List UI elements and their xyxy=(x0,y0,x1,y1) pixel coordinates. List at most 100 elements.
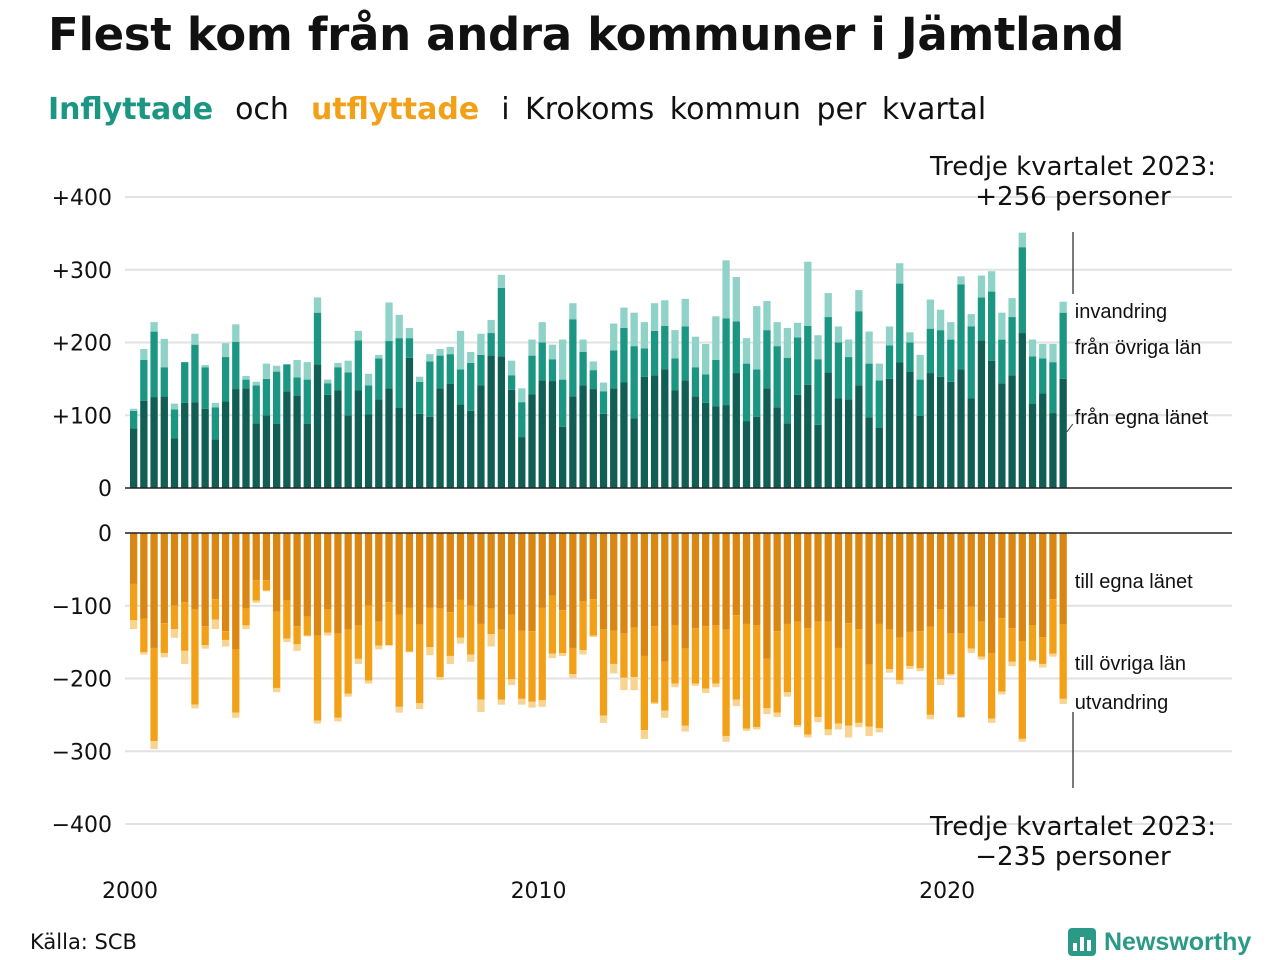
bar-in-0 xyxy=(426,416,434,488)
bar-out-2 xyxy=(354,658,363,664)
bar-out-2 xyxy=(344,693,352,697)
bar-in-2 xyxy=(804,261,812,326)
series-label-utvandring: utvandring xyxy=(1075,692,1168,714)
bar-out-0 xyxy=(487,533,495,609)
subtitle-inflyttade: Inflyttade xyxy=(48,92,214,127)
bar-in-2 xyxy=(477,333,485,355)
bar-out-0 xyxy=(671,533,679,626)
bar-out-0 xyxy=(640,533,649,656)
y-tick-label: +300 xyxy=(52,259,112,284)
bar-in-2 xyxy=(896,263,904,284)
bar-out-2 xyxy=(855,722,863,728)
bar-in-1 xyxy=(405,338,414,358)
bar-out-2 xyxy=(130,620,138,630)
bar-in-0 xyxy=(242,388,250,488)
bar-in-0 xyxy=(732,373,740,488)
bar-out-0 xyxy=(804,533,812,629)
bar-out-0 xyxy=(446,533,454,613)
bar-out-2 xyxy=(426,647,434,656)
y-tick-label: −300 xyxy=(52,740,112,765)
bar-out-2 xyxy=(1049,653,1057,657)
bar-in-1 xyxy=(385,341,393,389)
bar-in-0 xyxy=(998,383,1006,488)
bar-in-1 xyxy=(416,381,424,414)
bar-in-2 xyxy=(947,322,955,340)
bar-in-0 xyxy=(273,423,281,488)
bar-out-1 xyxy=(885,629,894,670)
bar-in-2 xyxy=(1028,339,1037,357)
bar-in-0 xyxy=(150,397,158,488)
bar-in-0 xyxy=(436,388,444,488)
bar-out-1 xyxy=(650,626,659,703)
bar-out-2 xyxy=(916,668,924,672)
bar-in-0 xyxy=(1018,333,1026,488)
bar-out-0 xyxy=(569,533,577,648)
bar-in-2 xyxy=(242,375,250,380)
bar-in-0 xyxy=(344,415,352,488)
bar-out-1 xyxy=(753,625,761,728)
bar-out-0 xyxy=(1039,533,1047,638)
bar-in-1 xyxy=(559,379,567,427)
bar-out-0 xyxy=(681,533,689,649)
bar-in-0 xyxy=(650,375,659,488)
bar-out-0 xyxy=(548,533,557,596)
bar-in-1 xyxy=(793,337,802,395)
bar-in-2 xyxy=(375,354,383,359)
bar-in-1 xyxy=(610,350,618,389)
bar-out-0 xyxy=(783,533,792,624)
bar-out-1 xyxy=(416,624,424,704)
bar-in-2 xyxy=(221,343,230,358)
bar-in-2 xyxy=(1018,232,1026,248)
bar-in-1 xyxy=(620,327,628,383)
bar-in-1 xyxy=(191,344,199,403)
bar-out-1 xyxy=(712,625,720,684)
bar-out-1 xyxy=(293,626,301,645)
bar-out-0 xyxy=(885,533,894,630)
bar-in-0 xyxy=(640,376,649,488)
bar-out-0 xyxy=(599,533,608,630)
bar-out-2 xyxy=(998,691,1006,695)
bar-in-2 xyxy=(293,359,301,378)
bar-out-2 xyxy=(988,718,996,723)
bar-in-2 xyxy=(988,271,996,292)
bar-in-1 xyxy=(865,363,873,418)
bar-out-1 xyxy=(865,664,873,727)
bar-out-1 xyxy=(926,626,935,715)
bar-out-2 xyxy=(293,644,301,651)
bar-in-2 xyxy=(405,327,414,339)
bar-in-2 xyxy=(426,354,434,362)
bar-out-1 xyxy=(518,630,526,699)
bar-in-0 xyxy=(814,424,822,488)
bar-in-0 xyxy=(507,389,516,488)
bar-in-1 xyxy=(977,297,986,341)
bar-in-2 xyxy=(232,324,240,342)
bar-out-2 xyxy=(559,653,567,656)
bar-out-1 xyxy=(722,629,730,736)
bar-in-1 xyxy=(947,339,955,382)
bar-in-1 xyxy=(773,346,781,408)
chart-title: Flest kom från andra kommuner i Jämtland xyxy=(48,8,1125,61)
bar-out-1 xyxy=(548,595,557,654)
bar-in-0 xyxy=(722,405,730,488)
bar-in-2 xyxy=(559,339,567,380)
bar-out-1 xyxy=(1018,641,1026,739)
bar-in-2 xyxy=(150,322,158,332)
bar-in-1 xyxy=(170,409,179,439)
bar-in-2 xyxy=(324,379,332,384)
bar-out-0 xyxy=(947,533,955,634)
annotation-top-value: +256 personer xyxy=(975,182,1171,212)
bar-in-2 xyxy=(569,303,577,320)
bar-out-0 xyxy=(977,533,986,622)
bar-out-0 xyxy=(507,533,516,615)
bar-out-0 xyxy=(926,533,935,627)
bar-in-1 xyxy=(487,333,495,356)
bar-in-2 xyxy=(957,276,965,285)
bar-in-1 xyxy=(712,359,720,407)
bar-out-1 xyxy=(834,647,843,724)
bar-out-0 xyxy=(477,533,485,624)
bar-out-2 xyxy=(324,632,332,636)
bar-out-2 xyxy=(1018,738,1026,742)
bar-out-0 xyxy=(160,533,168,624)
bar-out-1 xyxy=(170,605,179,630)
bar-out-0 xyxy=(620,533,628,634)
